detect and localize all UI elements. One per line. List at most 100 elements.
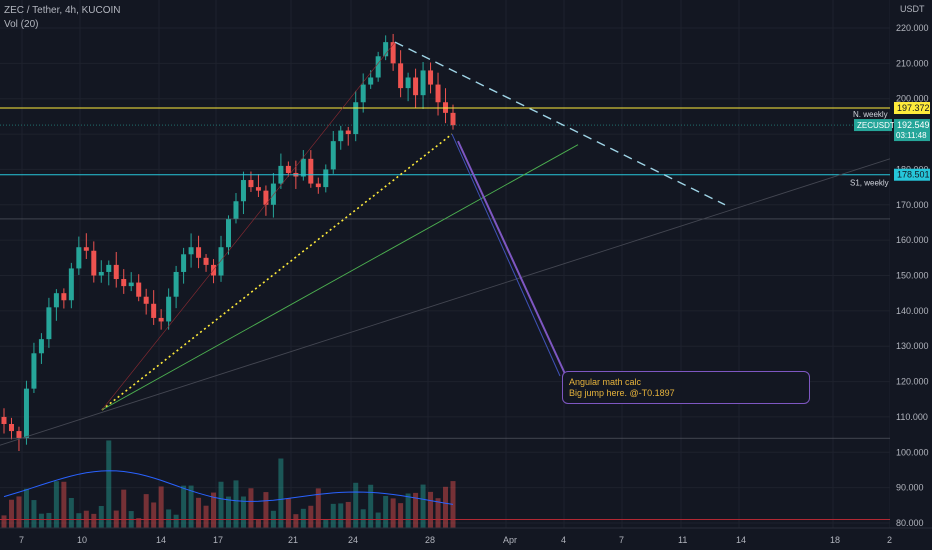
volume-ma-line: [3, 470, 454, 505]
candle: [1, 416, 7, 424]
candle: [390, 42, 396, 64]
volume-bar: [248, 488, 254, 528]
candle: [31, 353, 37, 389]
date-tick-label: 17: [213, 535, 223, 545]
last-price-tag-bg: [894, 119, 930, 142]
volume-bar: [98, 505, 104, 528]
candle: [151, 303, 157, 318]
volume-bar: [330, 503, 336, 528]
date-tick-label: 28: [425, 535, 435, 545]
volume-bar: [23, 488, 29, 528]
candle: [91, 250, 97, 276]
candle: [188, 247, 194, 255]
volume-bar: [1, 515, 7, 528]
candle: [106, 264, 112, 272]
date-axis-bg: [0, 528, 932, 550]
volume-bar: [285, 498, 291, 528]
volume-bar: [428, 491, 434, 528]
candle: [158, 317, 164, 322]
candle: [420, 70, 426, 96]
volume-bar: [398, 503, 404, 528]
volume-bar: [405, 493, 411, 528]
date-tick-label: 7: [619, 535, 624, 545]
price-tick-label: 100.000: [896, 447, 929, 457]
volume-bar: [31, 500, 37, 528]
date-tick-label: Apr: [503, 535, 517, 545]
price-tick-label: 220.000: [896, 23, 929, 33]
volume-bar: [8, 499, 14, 528]
volume-bar: [181, 485, 187, 528]
currency-label: USDT: [900, 4, 925, 14]
candle: [353, 102, 359, 135]
volume-bar: [435, 498, 441, 528]
price-tick-label: 80.000: [896, 518, 924, 528]
weekly-price-tag-bg: [894, 102, 930, 115]
candle: [143, 296, 149, 304]
price-tick-label: 210.000: [896, 58, 929, 68]
price-tick-label: 150.000: [896, 271, 929, 281]
candle: [121, 279, 127, 287]
candle: [308, 158, 314, 184]
volume-bar: [158, 486, 164, 528]
s1-price-tag: 178.501: [897, 170, 930, 180]
candle: [8, 424, 14, 432]
volume-bar: [353, 482, 359, 528]
date-tick-label: 11: [678, 535, 687, 545]
candle: [233, 201, 239, 219]
date-tick-label: 18: [830, 535, 840, 545]
volume-bar: [375, 512, 381, 528]
volume-bar: [233, 480, 239, 528]
volume-bar: [300, 508, 306, 528]
candle: [98, 271, 104, 276]
weekly-level-label: N. weekly: [853, 110, 888, 119]
candle: [38, 339, 44, 354]
last-price-tag: 192.549: [897, 120, 930, 130]
volume-bar: [46, 512, 52, 528]
candle: [218, 247, 224, 276]
price-tick-label: 170.000: [896, 200, 929, 210]
candle: [248, 180, 254, 188]
volume-bar: [450, 481, 456, 528]
volume-bar: [263, 492, 269, 528]
candle: [270, 183, 276, 205]
volume-bar: [151, 502, 157, 528]
candle: [136, 282, 142, 297]
volume-layer: [1, 440, 456, 528]
volume-bar: [420, 484, 426, 528]
date-tick-label: 2: [887, 535, 892, 545]
volume-bar: [255, 519, 261, 528]
candle: [368, 77, 374, 85]
trendline-long: [0, 158, 891, 446]
price-tick-label: 130.000: [896, 341, 929, 351]
volume-bar: [413, 492, 419, 528]
candle: [383, 42, 389, 57]
candle: [173, 271, 179, 297]
candle: [83, 247, 89, 251]
annotation-note[interactable]: Angular math calc Big jump here. @-T0.18…: [562, 371, 810, 404]
s1-price-tag-bg: [894, 168, 930, 181]
trendline-dotted: [101, 133, 453, 411]
candle: [300, 158, 306, 177]
candle: [255, 187, 261, 191]
volume-bar: [166, 509, 172, 528]
date-tick-label: 14: [736, 535, 746, 545]
symbol-tag-bg: [854, 119, 892, 132]
candle: [315, 183, 321, 188]
volume-bar: [443, 486, 449, 528]
volume-bar: [121, 489, 127, 528]
volume-bar: [383, 495, 389, 528]
candle: [166, 296, 172, 322]
volume-bar: [188, 485, 194, 528]
candle: [16, 431, 22, 439]
candle: [330, 141, 336, 170]
price-scale-bg: [890, 0, 932, 550]
volume-bar: [308, 505, 314, 528]
candle: [68, 268, 74, 301]
candle: [196, 247, 202, 258]
volume-bar: [16, 496, 22, 528]
candle: [285, 165, 291, 173]
date-tick-label: 10: [77, 535, 87, 545]
date-tick-label: 14: [156, 535, 166, 545]
candle: [23, 388, 29, 439]
